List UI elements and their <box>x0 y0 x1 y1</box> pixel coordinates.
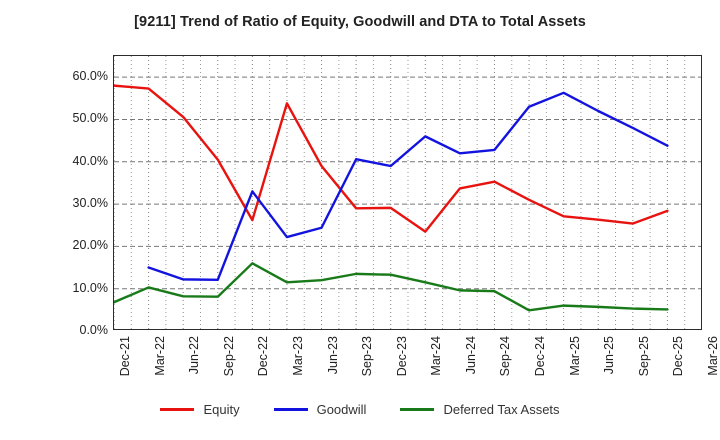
plot-area <box>113 55 702 330</box>
legend-item[interactable]: Equity <box>160 402 240 417</box>
grid-layer <box>114 56 701 329</box>
x-axis-tick-label: Dec-23 <box>394 336 409 377</box>
legend-swatch-icon <box>400 408 435 411</box>
chart-title: [9211] Trend of Ratio of Equity, Goodwil… <box>134 14 586 30</box>
y-axis-tick-label: 0.0% <box>79 323 109 337</box>
y-axis-tick-label: 50.0% <box>72 111 108 126</box>
x-axis-tick-label: Dec-21 <box>118 336 132 377</box>
x-axis-tick-label: Sep-24 <box>498 336 513 377</box>
y-axis-tick-label: 60.0% <box>72 69 108 84</box>
legend-label: Deferred Tax Assets <box>443 402 560 417</box>
x-axis-tick-label: Sep-25 <box>636 336 651 377</box>
x-axis-tick-label: Jun-25 <box>602 336 617 375</box>
x-axis-tick-label: Mar-24 <box>429 336 444 376</box>
series-layer <box>114 84 669 312</box>
x-axis-tick-label: Dec-25 <box>671 336 686 377</box>
y-axis: 0.0% 10.0% 20.0% 30.0% 40.0% 50.0% 60.0% <box>42 0 108 440</box>
legend-swatch-icon <box>273 408 308 411</box>
x-axis-tick-label: Dec-24 <box>533 336 548 377</box>
x-axis-tick-label: Jun-22 <box>187 336 202 375</box>
chart-legend: Equity Goodwill Deferred Tax Assets <box>0 402 720 417</box>
y-axis-tick-label: 30.0% <box>72 196 108 211</box>
legend-swatch-icon <box>160 408 195 411</box>
legend-item[interactable]: Deferred Tax Assets <box>400 402 560 417</box>
x-axis-tick-label: Jun-24 <box>463 336 478 375</box>
x-axis-tick-label: Sep-23 <box>360 336 375 377</box>
y-axis-tick-label: 20.0% <box>72 238 108 253</box>
x-axis-tick-label: Dec-22 <box>256 336 271 377</box>
legend-item[interactable]: Goodwill <box>273 402 367 417</box>
x-axis-tick-label: Mar-22 <box>152 336 167 376</box>
series-line-goodwill <box>147 91 669 282</box>
legend-label: Goodwill <box>316 402 367 417</box>
x-axis-tick-label: Mar-25 <box>567 336 582 376</box>
series-line-deferred-tax-assets <box>114 262 669 312</box>
x-axis-tick-label: Jun-23 <box>325 336 340 375</box>
x-axis-tick-label: Mar-23 <box>290 336 305 376</box>
legend-label: Equity <box>203 402 240 417</box>
x-axis-tick-label: Sep-22 <box>221 336 236 377</box>
y-axis-tick-label: 10.0% <box>72 280 108 295</box>
series-line-equity <box>114 84 669 233</box>
x-axis-tick-label: Mar-26 <box>706 336 720 376</box>
y-axis-tick-label: 40.0% <box>72 153 108 168</box>
